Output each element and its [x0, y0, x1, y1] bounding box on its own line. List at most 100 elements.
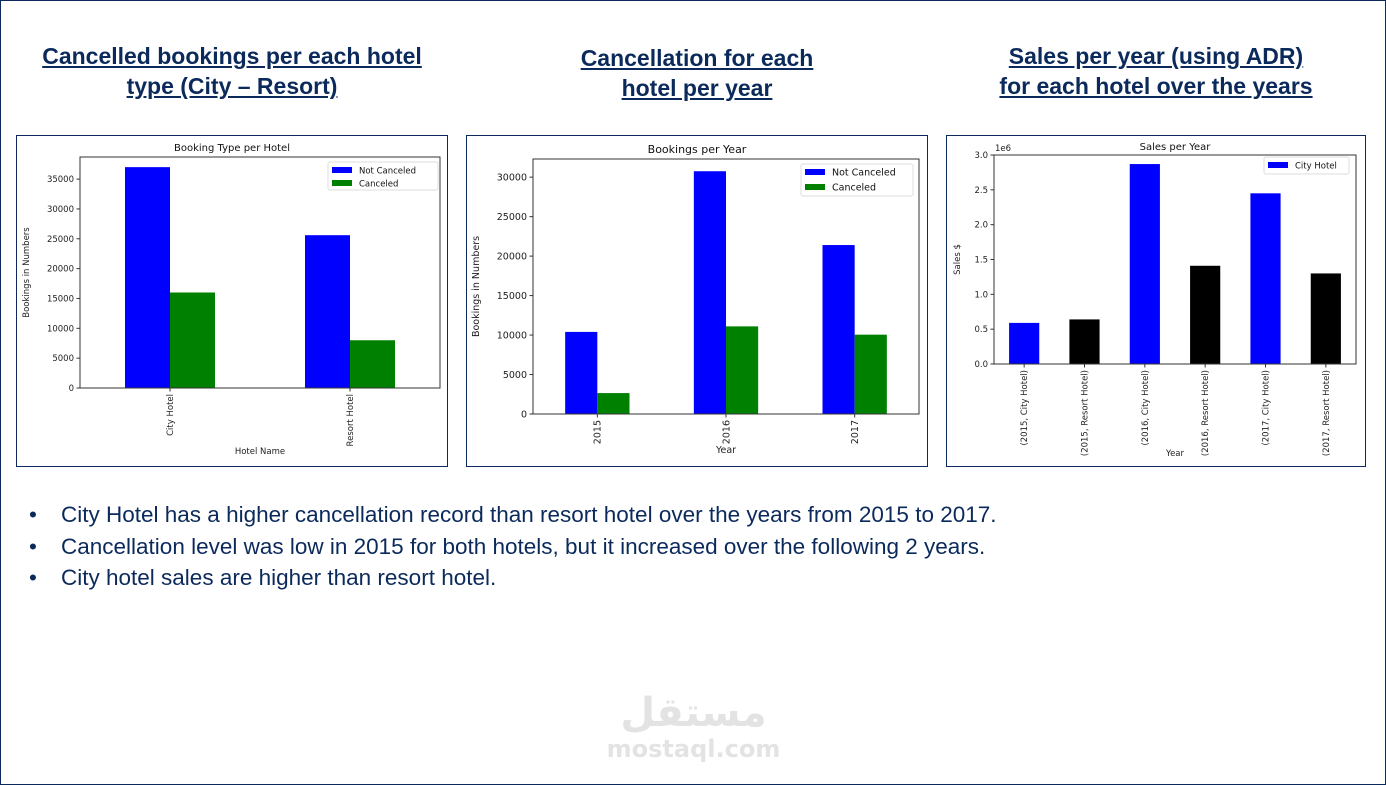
y-tick-label: 2.0 — [974, 221, 988, 231]
y-tick-label: 0 — [69, 384, 74, 394]
y-tick-label: 20000 — [47, 265, 74, 275]
legend-box — [1263, 156, 1350, 175]
chart-svg: Sales per Year 0.0 0.5 1.0 1.5 2.0 2.5 3.0 (2015… — [953, 142, 1357, 459]
chart-title: Bookings per Year — [648, 143, 747, 156]
findings-list: • City Hotel has a higher cancellation re… — [29, 499, 997, 594]
bar — [565, 331, 598, 414]
y-tick-label: 30000 — [47, 205, 74, 215]
heading-line: Cancellation for each — [580, 45, 814, 71]
finding-item: • City hotel sales are higher than resort… — [29, 562, 997, 594]
y-tick-label: 5000 — [503, 370, 527, 381]
x-tick-label: (2015, City Hotel) — [1020, 370, 1030, 446]
bar — [1129, 164, 1160, 364]
bar — [822, 245, 855, 414]
plot-frame — [79, 156, 441, 389]
x-tick-label: 2015 — [593, 420, 604, 444]
x-tick-label: (2017, City Hotel) — [1261, 370, 1271, 446]
legend-swatch — [332, 180, 352, 186]
y-tick-label: 5000 — [52, 354, 74, 364]
chart-bookings-per-year: Bookings per Year 0 5000 10000 15000 20000 250… — [466, 135, 928, 467]
y-tick-label: 15000 — [497, 291, 527, 302]
watermark-arabic: مستقل — [620, 690, 767, 736]
heading-line: Sales per year (using ADR) — [1008, 43, 1304, 69]
legend-box — [327, 161, 439, 191]
legend-swatch — [332, 167, 352, 173]
y-tick-label: 35000 — [47, 175, 74, 185]
x-tick-label: (2016, City Hotel) — [1141, 370, 1151, 446]
bar — [726, 326, 759, 414]
x-axis-label: Year — [715, 445, 736, 456]
bar — [1009, 322, 1040, 364]
x-axis-label: Year — [1165, 449, 1185, 459]
chart-svg: Bookings per Year 0 5000 10000 15000 20000 250… — [471, 143, 920, 456]
legend-swatch — [805, 184, 825, 190]
chart-svg: Booking Type per Hotel 0 5000 10000 15000 200… — [22, 143, 441, 457]
legend-label: Not Canceled — [832, 168, 896, 179]
y-tick-label: 10000 — [497, 330, 527, 341]
x-tick-label: 2016 — [721, 420, 732, 444]
y-tick-label: 20000 — [497, 251, 527, 262]
x-tick-label: (2017, Resort Hotel) — [1322, 370, 1332, 456]
watermark-latin: mostaql.com — [606, 735, 781, 763]
bar — [305, 235, 350, 388]
y-tick-label: 30000 — [497, 172, 527, 183]
legend-label: Not Canceled — [359, 167, 416, 177]
legend-label: City Hotel — [1295, 162, 1337, 172]
y-tick-label: 2.5 — [974, 186, 988, 196]
y-axis-label: Bookings in Numbers — [471, 236, 482, 337]
x-axis-label: Hotel Name — [235, 447, 285, 457]
mostaql-watermark-logo: مستقل mostaql.com — [601, 691, 786, 763]
y-tick-label: 25000 — [497, 212, 527, 223]
bar — [854, 334, 887, 414]
legend-swatch — [1268, 162, 1288, 168]
y-tick-label: 10000 — [47, 324, 74, 334]
y-axis-label: Sales $ — [953, 244, 963, 275]
y-axis-label: Bookings in Numbers — [22, 227, 32, 318]
y-tick-label: 15000 — [47, 294, 74, 304]
chart-title: Sales per Year — [1140, 142, 1212, 153]
bullet-icon: • — [29, 533, 37, 559]
y-tick-label: 0.5 — [974, 325, 988, 335]
legend-box — [800, 163, 914, 197]
finding-text: City Hotel has a higher cancellation rec… — [61, 502, 997, 527]
legend-swatch — [805, 169, 825, 175]
heading-line: for each hotel over the years — [999, 73, 1313, 99]
chart-sales-per-year: Sales per Year 0.0 0.5 1.0 1.5 2.0 2.5 3.0 (2015… — [946, 135, 1366, 467]
x-tick-label: Resort Hotel — [346, 394, 356, 446]
y-tick-label: 1.0 — [974, 290, 988, 300]
bar — [170, 292, 215, 388]
chart-booking-type-per-hotel: Booking Type per Hotel 0 5000 10000 15000 200… — [16, 135, 448, 467]
bar — [125, 167, 170, 388]
heading-cancelled-per-hotel-type: Cancelled bookings per each hotel type (… — [17, 41, 447, 101]
y-tick-label: 0 — [521, 409, 527, 420]
y-offset-label: 1e6 — [995, 144, 1011, 154]
x-tick-label: City Hotel — [166, 394, 176, 436]
finding-item: • Cancellation level was low in 2015 for … — [29, 531, 997, 563]
bar — [1190, 265, 1221, 364]
heading-line: hotel per year — [621, 75, 773, 101]
bullet-icon: • — [29, 502, 37, 527]
bar — [1250, 193, 1281, 364]
heading-line: Cancelled bookings per each hotel — [42, 43, 422, 69]
bar — [1310, 273, 1341, 364]
finding-text: City hotel sales are higher than resort … — [61, 565, 497, 590]
legend-label: Canceled — [359, 180, 398, 190]
y-tick-label: 25000 — [47, 235, 74, 245]
x-tick-label: (2016, Resort Hotel) — [1201, 370, 1211, 456]
chart-title: Booking Type per Hotel — [174, 143, 290, 154]
plot-frame — [993, 154, 1357, 365]
bar — [693, 171, 726, 414]
heading-sales-per-year: Sales per year (using ADR) for each hote… — [947, 41, 1365, 101]
x-tick-label: (2015, Resort Hotel) — [1080, 370, 1090, 456]
bar — [597, 393, 630, 414]
bar — [1069, 319, 1100, 364]
finding-text: Cancellation level was low in 2015 for b… — [61, 533, 986, 559]
heading-line: type (City – Resort) — [126, 73, 338, 99]
x-tick-label: 2017 — [850, 420, 861, 444]
heading-cancellation-per-year: Cancellation for each hotel per year — [467, 43, 927, 103]
bullet-icon: • — [29, 565, 37, 590]
legend-label: Canceled — [832, 183, 876, 194]
finding-item: • City Hotel has a higher cancellation re… — [29, 499, 997, 531]
y-tick-label: 3.0 — [974, 151, 988, 161]
